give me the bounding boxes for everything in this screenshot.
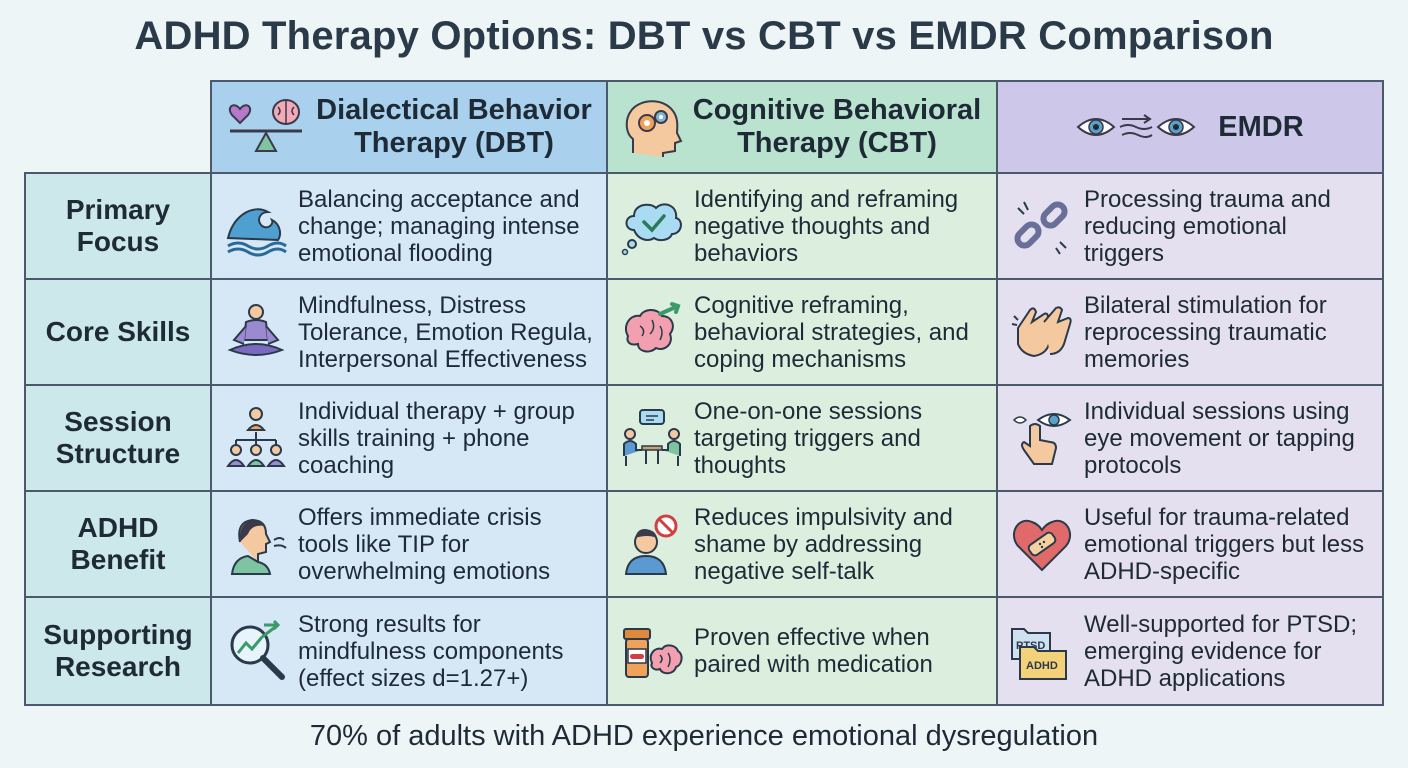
head-gears-icon <box>623 95 683 159</box>
column-header-dbt: Dialectical Behavior Therapy (DBT) <box>210 80 608 174</box>
column-header-dbt-line2: Therapy (DBT) <box>354 127 554 159</box>
cell-emdr-supporting-research: PTSD ADHD Well-supported for PTSD; emerg… <box>996 596 1384 706</box>
cell-text: Useful for trauma-related emotional trig… <box>1084 503 1365 585</box>
cell-cbt-session-structure: One-on-one sessions targeting triggers a… <box>606 384 998 492</box>
cell-text: Well-supported for PTSD; emerging eviden… <box>1084 610 1357 692</box>
row-header-line2: Research <box>54 651 182 682</box>
column-header-cbt: Cognitive Behavioral Therapy (CBT) <box>606 80 998 174</box>
cell-emdr-core-skills: Bilateral stimulation for reprocessing t… <box>996 278 1384 386</box>
cell-text: Processing trauma and reducing emotional… <box>1084 185 1331 267</box>
cell-text: Balancing acceptance and change; managin… <box>298 185 580 267</box>
heart-bandage-icon <box>1010 512 1074 576</box>
eyes-movement-icon <box>1076 107 1196 147</box>
cell-text: Strong results for mindfulness component… <box>298 610 564 692</box>
heart-brain-balance-icon <box>226 95 306 159</box>
cell-cbt-primary-focus: Identifying and reframing negative thoug… <box>606 172 998 280</box>
eye-finger-icon <box>1010 406 1074 470</box>
wave-icon <box>224 194 288 258</box>
cell-text: Reduces impulsivity and shame by address… <box>694 503 953 585</box>
column-header-cbt-line1: Cognitive Behavioral <box>692 94 982 126</box>
cell-cbt-core-skills: Cognitive reframing, behavioral strategi… <box>606 278 998 386</box>
brain-arrow-icon <box>620 300 684 364</box>
cell-dbt-supporting-research: Strong results for mindfulness component… <box>210 596 608 706</box>
cell-text: Bilateral stimulation for reprocessing t… <box>1084 291 1327 373</box>
broken-chain-icon <box>1010 194 1074 258</box>
two-people-talking-icon <box>620 406 684 470</box>
row-header-primary-focus: Primary Focus <box>24 172 212 280</box>
row-header-line1: Primary <box>65 194 171 225</box>
column-header-cbt-line2: Therapy (CBT) <box>737 127 937 159</box>
group-hierarchy-icon <box>224 406 288 470</box>
cell-text: Individual therapy + group skills traini… <box>298 397 575 479</box>
folders-icon: PTSD ADHD <box>1010 619 1074 683</box>
cell-dbt-session-structure: Individual therapy + group skills traini… <box>210 384 608 492</box>
row-header-session-structure: Session Structure <box>24 384 212 492</box>
pill-bottle-brain-icon <box>620 619 684 683</box>
tapping-hands-icon <box>1010 300 1074 364</box>
cell-cbt-supporting-research: Proven effective when paired with medica… <box>606 596 998 706</box>
row-header-line2: Focus <box>76 226 160 257</box>
folder-label-adhd: ADHD <box>1026 660 1058 672</box>
cell-text: Proven effective when paired with medica… <box>694 624 933 678</box>
cell-emdr-session-structure: Individual sessions using eye movement o… <box>996 384 1384 492</box>
row-header-core-skills: Core Skills <box>24 278 212 386</box>
cell-text: Offers immediate crisis tools like TIP f… <box>298 503 551 585</box>
person-no-icon <box>620 512 684 576</box>
row-header-line2: Benefit <box>70 544 166 575</box>
column-header-emdr-label: EMDR <box>1218 110 1304 143</box>
cell-text: Individual sessions using eye movement o… <box>1084 397 1355 479</box>
cell-text: Identifying and reframing negative thoug… <box>694 185 959 267</box>
comparison-table: Dialectical Behavior Therapy (DBT) Cogni… <box>24 80 1384 706</box>
person-breathing-icon <box>224 512 288 576</box>
cell-text: Mindfulness, Distress Tolerance, Emotion… <box>298 291 593 373</box>
row-header-line2: Structure <box>55 438 181 469</box>
cell-dbt-core-skills: Mindfulness, Distress Tolerance, Emotion… <box>210 278 608 386</box>
cell-emdr-primary-focus: Processing trauma and reducing emotional… <box>996 172 1384 280</box>
footer-stat: 70% of adults with ADHD experience emoti… <box>309 720 1099 752</box>
cell-emdr-adhd-benefit: Useful for trauma-related emotional trig… <box>996 490 1384 598</box>
row-header-line1: Core Skills <box>45 316 191 347</box>
cell-dbt-primary-focus: Balancing acceptance and change; managin… <box>210 172 608 280</box>
row-header-adhd-benefit: ADHD Benefit <box>24 490 212 598</box>
cell-text: One-on-one sessions targeting triggers a… <box>694 397 923 479</box>
column-header-emdr: EMDR <box>996 80 1384 174</box>
row-header-line1: Supporting <box>43 619 193 650</box>
cell-text: Cognitive reframing, behavioral strategi… <box>694 291 969 373</box>
page-title: ADHD Therapy Options: DBT vs CBT vs EMDR… <box>134 14 1274 58</box>
column-header-dbt-line1: Dialectical Behavior <box>316 94 592 126</box>
row-header-supporting-research: Supporting Research <box>24 596 212 706</box>
cell-dbt-adhd-benefit: Offers immediate crisis tools like TIP f… <box>210 490 608 598</box>
cell-cbt-adhd-benefit: Reduces impulsivity and shame by address… <box>606 490 998 598</box>
thought-bubble-check-icon <box>620 194 684 258</box>
row-header-line1: ADHD <box>77 512 159 543</box>
meditation-icon <box>224 300 288 364</box>
row-header-line1: Session <box>64 406 172 437</box>
magnifier-chart-icon <box>224 619 288 683</box>
